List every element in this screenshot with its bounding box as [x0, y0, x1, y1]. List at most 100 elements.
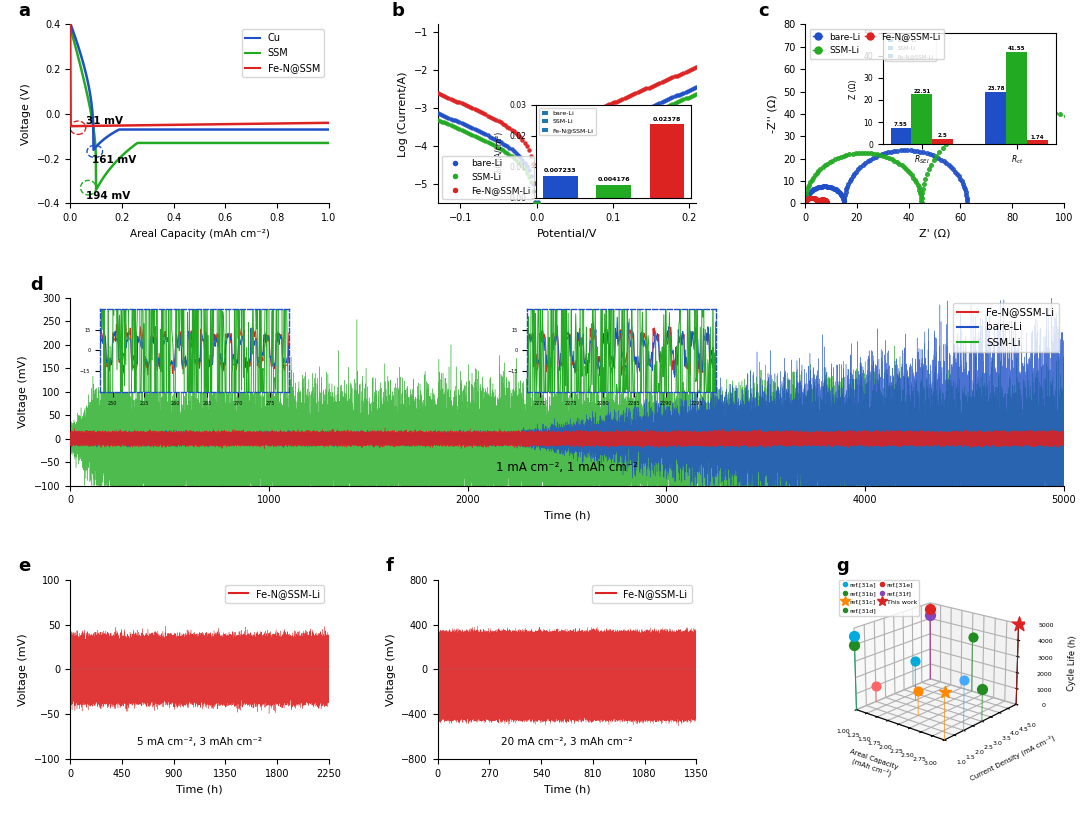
- Point: [622, 88, 639, 101]
- Point: [899, 144, 916, 157]
- Point: [951, 172, 969, 185]
- Point: [819, 197, 836, 210]
- Point: [809, 196, 826, 209]
- Point: [480, 129, 497, 142]
- Point: [607, 122, 624, 135]
- Point: [810, 195, 827, 208]
- Point: [624, 87, 642, 100]
- Point: [525, 157, 542, 171]
- Text: e: e: [18, 557, 30, 575]
- Point: [923, 149, 941, 162]
- Point: [671, 88, 688, 101]
- Point: [551, 144, 568, 157]
- Point: [1052, 108, 1069, 121]
- Point: [995, 107, 1012, 120]
- Point: [484, 138, 501, 151]
- Point: [809, 196, 826, 209]
- Point: [559, 145, 577, 158]
- Point: [942, 134, 959, 147]
- Point: [461, 101, 478, 114]
- Point: [651, 103, 669, 116]
- Point: [620, 90, 637, 103]
- Point: [798, 193, 815, 206]
- Point: [435, 116, 453, 129]
- Point: [581, 107, 598, 120]
- Point: [446, 121, 463, 134]
- Point: [551, 151, 568, 164]
- Point: [815, 193, 833, 206]
- Point: [816, 193, 834, 206]
- Point: [662, 72, 679, 85]
- Point: [688, 87, 705, 100]
- Point: [503, 123, 521, 136]
- Point: [488, 140, 505, 153]
- Point: [808, 193, 825, 206]
- Point: [660, 73, 677, 86]
- Point: [818, 195, 835, 208]
- Point: [482, 130, 499, 143]
- Point: [585, 104, 603, 118]
- Point: [945, 131, 962, 144]
- Point: [555, 148, 572, 161]
- Point: [809, 197, 826, 210]
- Point: [824, 154, 841, 167]
- Point: [934, 141, 951, 154]
- Point: [843, 170, 861, 183]
- X-axis label: Areal Capacity (mAh cm⁻²): Areal Capacity (mAh cm⁻²): [130, 228, 270, 238]
- Y-axis label: Voltage (mV): Voltage (mV): [18, 633, 28, 706]
- Point: [908, 144, 926, 157]
- Point: [453, 97, 470, 110]
- Point: [495, 144, 512, 157]
- Point: [442, 92, 459, 105]
- Point: [559, 139, 577, 152]
- Point: [913, 194, 930, 207]
- Text: b: b: [391, 2, 404, 20]
- Point: [956, 180, 973, 193]
- Point: [807, 192, 824, 205]
- Point: [446, 114, 463, 127]
- Point: [809, 195, 826, 208]
- Point: [807, 193, 824, 206]
- Point: [468, 131, 485, 144]
- Point: [684, 82, 701, 95]
- Point: [870, 149, 888, 162]
- Point: [542, 153, 559, 166]
- Point: [823, 181, 840, 194]
- Point: [590, 122, 607, 135]
- Point: [810, 165, 827, 178]
- Point: [598, 99, 616, 112]
- Point: [921, 148, 939, 161]
- Point: [877, 150, 894, 163]
- Point: [918, 167, 935, 180]
- Point: [616, 118, 633, 131]
- Point: [486, 132, 503, 145]
- Point: [455, 125, 472, 138]
- Point: [492, 135, 510, 149]
- Point: [915, 182, 932, 195]
- Point: [801, 191, 819, 204]
- Point: [540, 156, 557, 169]
- Point: [836, 188, 853, 202]
- Point: [544, 157, 562, 171]
- Point: [508, 153, 525, 166]
- Point: [490, 115, 508, 128]
- Point: [798, 189, 815, 202]
- Point: [688, 60, 705, 73]
- Point: [816, 180, 834, 193]
- Point: [457, 126, 474, 139]
- Point: [810, 195, 827, 208]
- Point: [572, 111, 590, 124]
- Point: [645, 99, 662, 112]
- Point: [812, 162, 829, 175]
- Point: [809, 197, 826, 210]
- Point: [913, 192, 930, 205]
- Point: [811, 193, 828, 206]
- Y-axis label: Voltage (V): Voltage (V): [22, 83, 31, 144]
- Point: [800, 192, 818, 205]
- X-axis label: Time (h): Time (h): [543, 511, 591, 521]
- Point: [796, 196, 813, 209]
- Point: [653, 75, 671, 88]
- Point: [455, 98, 472, 111]
- Point: [808, 166, 825, 180]
- Point: [664, 97, 681, 110]
